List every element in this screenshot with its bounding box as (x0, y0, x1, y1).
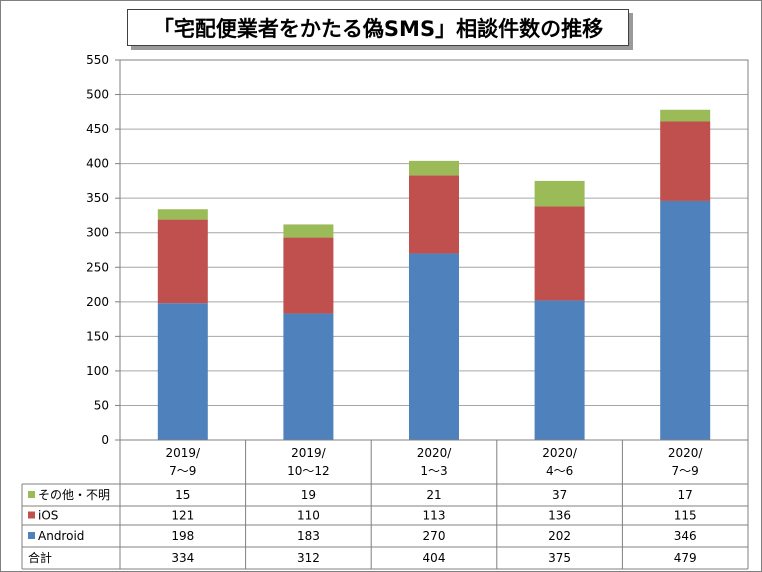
legend-key-iOS (28, 511, 35, 519)
bar-iOS-0 (157, 219, 208, 304)
y-tick-label: 300 (86, 226, 109, 240)
y-tick-label: 150 (86, 329, 109, 343)
bar-Android-4 (660, 200, 711, 440)
legend-key-Android (28, 532, 35, 539)
y-tick-label: 250 (86, 260, 109, 274)
table-row-label: Android (38, 529, 84, 543)
table-cell-value: 110 (297, 509, 320, 523)
table-cell-value: 21 (426, 488, 441, 502)
table-cell-value: 183 (297, 529, 320, 543)
x-category-label: 2019/ (291, 446, 327, 460)
y-tick-label: 0 (101, 433, 109, 447)
x-category-label: 7～9 (672, 464, 699, 478)
table-cell-value: 17 (678, 488, 693, 502)
bar-iOS-2 (409, 175, 459, 254)
bar-Android-0 (157, 303, 208, 440)
bar-その他・不明-1 (283, 224, 334, 238)
table-cell-value: 334 (171, 551, 194, 565)
chart-title: 「宅配便業者をかたる偽SMS」相談件数の推移 (127, 9, 629, 46)
bar-その他・不明-0 (157, 209, 208, 220)
table-cell-value: 15 (175, 488, 190, 502)
bar-Android-2 (409, 253, 459, 440)
table-row-label: その他・不明 (38, 488, 110, 502)
table-cell-value: 113 (423, 509, 446, 523)
table-cell-value: 312 (297, 551, 320, 565)
table-cell-value: 346 (674, 529, 697, 543)
y-axis-ticks: 0 50 100 150 200 250 300 350 400 450 500 550 (86, 53, 120, 447)
y-tick-label: 400 (86, 157, 109, 171)
y-tick-label: 50 (94, 398, 109, 412)
bar-iOS-1 (283, 237, 334, 314)
bar-その他・不明-3 (534, 180, 585, 207)
table-cell-value: 37 (552, 488, 567, 502)
bar-iOS-4 (660, 121, 711, 201)
table-cell-value: 479 (674, 551, 697, 565)
y-tick-label: 550 (86, 53, 109, 67)
x-category-label: 2020/ (417, 446, 453, 460)
x-category-label: 2020/ (542, 446, 578, 460)
bars (157, 109, 711, 440)
table-cell-value: 198 (171, 529, 194, 543)
legend-key-その他・不明 (28, 491, 35, 498)
bar-Android-3 (534, 300, 585, 440)
table-cell-value: 121 (171, 509, 194, 523)
x-category-label: 7～9 (169, 464, 196, 478)
table-row-label: 合計 (28, 550, 52, 565)
y-tick-label: 200 (86, 295, 109, 309)
table-cell-value: 270 (423, 529, 446, 543)
y-tick-label: 350 (86, 191, 109, 205)
table-cell-value: 115 (674, 509, 697, 523)
table-cell-value: 375 (548, 551, 571, 565)
y-tick-label: 100 (86, 364, 109, 378)
x-category-label: 4～6 (546, 464, 573, 478)
table-cell-value: 19 (301, 488, 316, 502)
bar-その他・不明-4 (660, 109, 711, 122)
x-category-label: 2020/ (668, 446, 704, 460)
table-row-label: iOS (38, 509, 58, 523)
table-cell-value: 404 (423, 551, 446, 565)
table-cell-value: 136 (548, 509, 571, 523)
x-category-label: 10～12 (287, 464, 330, 478)
x-category-label: 2019/ (166, 446, 202, 460)
bar-その他・不明-2 (409, 160, 459, 176)
gridlines (119, 59, 749, 441)
table-cell-value: 202 (548, 529, 571, 543)
bar-Android-1 (283, 313, 334, 440)
data-table: 2019/7～9 2019/10～12 2020/1～3 2020/4～6 2020/7… (21, 439, 749, 570)
y-tick-label: 450 (86, 122, 109, 136)
y-tick-label: 500 (86, 88, 109, 102)
bar-iOS-3 (534, 206, 585, 301)
x-category-label: 1～3 (420, 464, 447, 478)
